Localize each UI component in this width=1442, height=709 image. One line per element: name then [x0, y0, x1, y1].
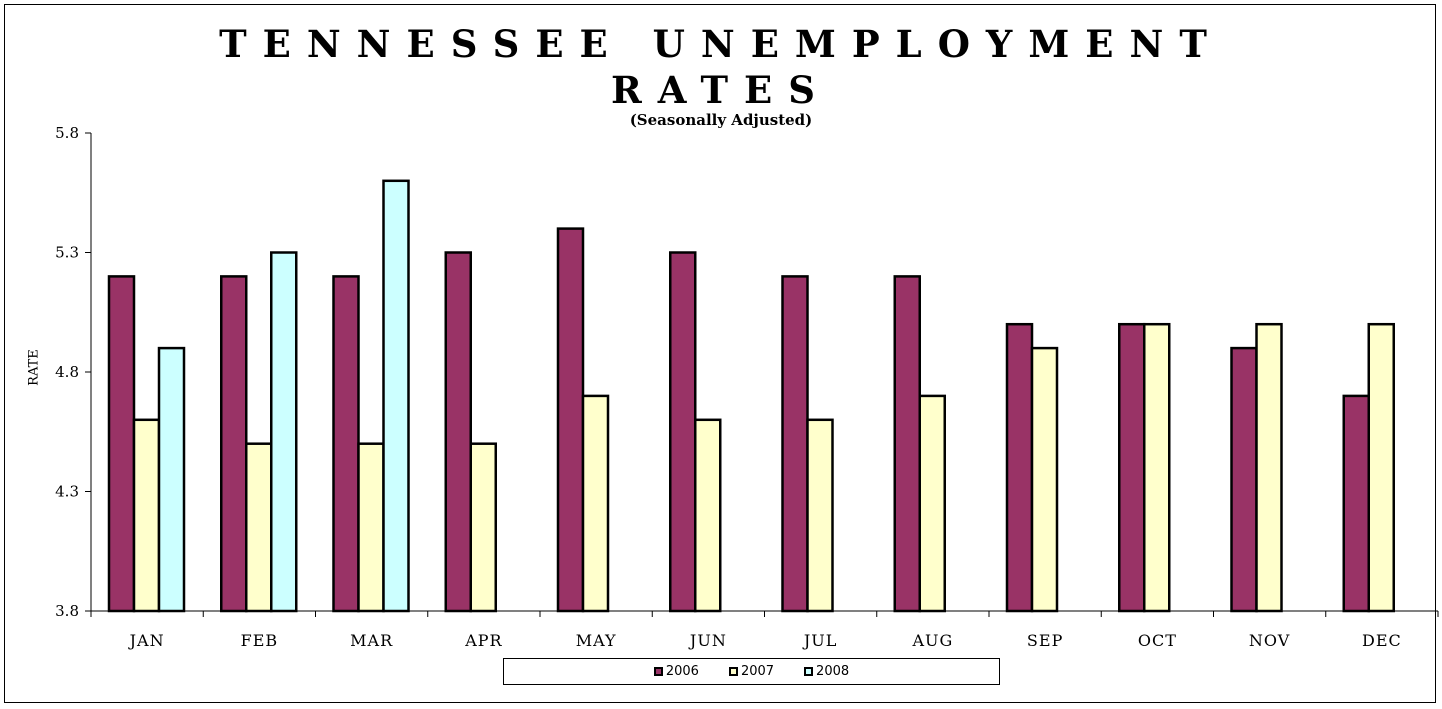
- x-tick-label-aug: AUG: [911, 631, 953, 650]
- x-tick-label-jun: JUN: [688, 631, 727, 650]
- y-tick-label: 4.3: [55, 483, 79, 501]
- x-tick-label-nov: NOV: [1249, 631, 1290, 650]
- bar-2006-dec: [1342, 394, 1370, 613]
- bar-2007-mar: [357, 442, 385, 613]
- bar-2006-jan: [107, 275, 136, 613]
- bar-2006-aug: [893, 275, 921, 613]
- bar-2007-apr: [469, 442, 497, 613]
- bar-2007-dec: [1367, 322, 1395, 613]
- bar-2007-jun: [694, 418, 722, 613]
- chart-subtitle: (Seasonally Adjusted): [629, 111, 813, 129]
- bar-2006-mar: [332, 275, 360, 613]
- bar-2006-may: [556, 227, 585, 613]
- legend-label-2006: 2006: [665, 664, 699, 679]
- y-tick-label: 5.8: [55, 124, 79, 142]
- legend-swatch-2008: [804, 667, 814, 676]
- bar-2006-oct: [1118, 322, 1146, 613]
- legend: 2006 2007 2008: [503, 658, 1000, 685]
- bar-2008-feb: [270, 251, 298, 613]
- legend-label-2008: 2008: [816, 664, 850, 679]
- x-tick-label-apr: APR: [464, 631, 502, 650]
- bar-2006-sep: [1005, 322, 1034, 613]
- bar-2007-may: [581, 394, 610, 613]
- bar-2007-oct: [1143, 322, 1171, 613]
- bar-2006-jun: [669, 251, 697, 613]
- chart-title-line2: RATES: [611, 68, 831, 112]
- bar-2007-feb: [245, 442, 273, 613]
- legend-swatch-2006: [653, 667, 663, 676]
- x-tick-label-dec: DEC: [1362, 631, 1402, 650]
- y-tick-label: 5.3: [55, 244, 79, 262]
- bar-2007-jan: [132, 418, 161, 613]
- bar-2007-sep: [1030, 346, 1059, 613]
- legend-label-2007: 2007: [740, 664, 775, 679]
- legend-item-2008: 2008: [804, 664, 849, 679]
- legend-swatch-2007: [728, 667, 738, 676]
- x-tick-label-jul: JUL: [802, 631, 838, 650]
- bar-2007-jul: [806, 418, 834, 613]
- x-tick-label-mar: MAR: [350, 631, 393, 650]
- x-tick-label-may: MAY: [576, 631, 617, 650]
- legend-item-2006: 2006: [653, 664, 699, 679]
- bar-2006-apr: [444, 251, 472, 613]
- legend-item-2007: 2007: [728, 664, 775, 679]
- bar-2008-jan: [157, 346, 186, 613]
- bar-2006-jul: [781, 275, 809, 613]
- bar-2007-nov: [1255, 322, 1283, 613]
- x-tick-label-oct: OCT: [1138, 631, 1177, 650]
- y-tick-label: 4.8: [55, 363, 79, 381]
- x-tick-label-sep: SEP: [1027, 631, 1063, 650]
- y-tick-label: 3.8: [55, 602, 79, 620]
- chart-title-line1: TENNESSEE UNEMPLOYMENT: [219, 22, 1223, 66]
- x-tick-label-jan: JAN: [128, 631, 165, 650]
- bar-2006-feb: [220, 275, 248, 613]
- bar-2006-nov: [1230, 346, 1258, 613]
- bar-2007-aug: [918, 394, 946, 613]
- x-tick-label-feb: FEB: [241, 631, 279, 650]
- bar-2008-mar: [382, 179, 410, 613]
